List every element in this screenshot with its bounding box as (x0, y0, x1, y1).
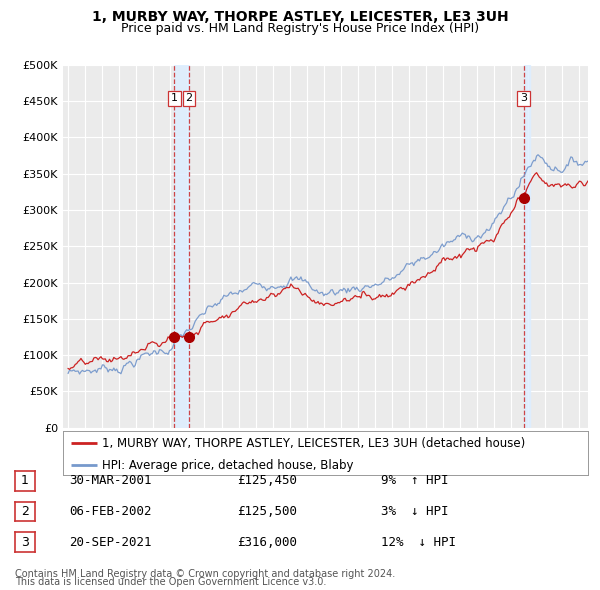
Text: 12%  ↓ HPI: 12% ↓ HPI (381, 536, 456, 549)
Text: 30-MAR-2001: 30-MAR-2001 (69, 474, 151, 487)
Text: 20-SEP-2021: 20-SEP-2021 (69, 536, 151, 549)
Text: 3: 3 (520, 93, 527, 103)
Text: HPI: Average price, detached house, Blaby: HPI: Average price, detached house, Blab… (103, 458, 354, 472)
Text: This data is licensed under the Open Government Licence v3.0.: This data is licensed under the Open Gov… (15, 577, 326, 587)
Text: 1, MURBY WAY, THORPE ASTLEY, LEICESTER, LE3 3UH (detached house): 1, MURBY WAY, THORPE ASTLEY, LEICESTER, … (103, 437, 526, 450)
Text: £316,000: £316,000 (237, 536, 297, 549)
Text: £125,500: £125,500 (237, 505, 297, 518)
Text: 1: 1 (171, 93, 178, 103)
Text: Price paid vs. HM Land Registry's House Price Index (HPI): Price paid vs. HM Land Registry's House … (121, 22, 479, 35)
Text: 1, MURBY WAY, THORPE ASTLEY, LEICESTER, LE3 3UH: 1, MURBY WAY, THORPE ASTLEY, LEICESTER, … (92, 10, 508, 24)
Text: £125,450: £125,450 (237, 474, 297, 487)
Bar (175, 65, 189, 428)
Text: 2: 2 (185, 93, 193, 103)
Text: 3: 3 (21, 536, 29, 549)
Text: 3%  ↓ HPI: 3% ↓ HPI (381, 505, 449, 518)
Text: 06-FEB-2002: 06-FEB-2002 (69, 505, 151, 518)
Text: 2: 2 (21, 505, 29, 518)
Bar (524, 65, 530, 428)
Text: 1: 1 (21, 474, 29, 487)
Text: Contains HM Land Registry data © Crown copyright and database right 2024.: Contains HM Land Registry data © Crown c… (15, 569, 395, 579)
Text: 9%  ↑ HPI: 9% ↑ HPI (381, 474, 449, 487)
